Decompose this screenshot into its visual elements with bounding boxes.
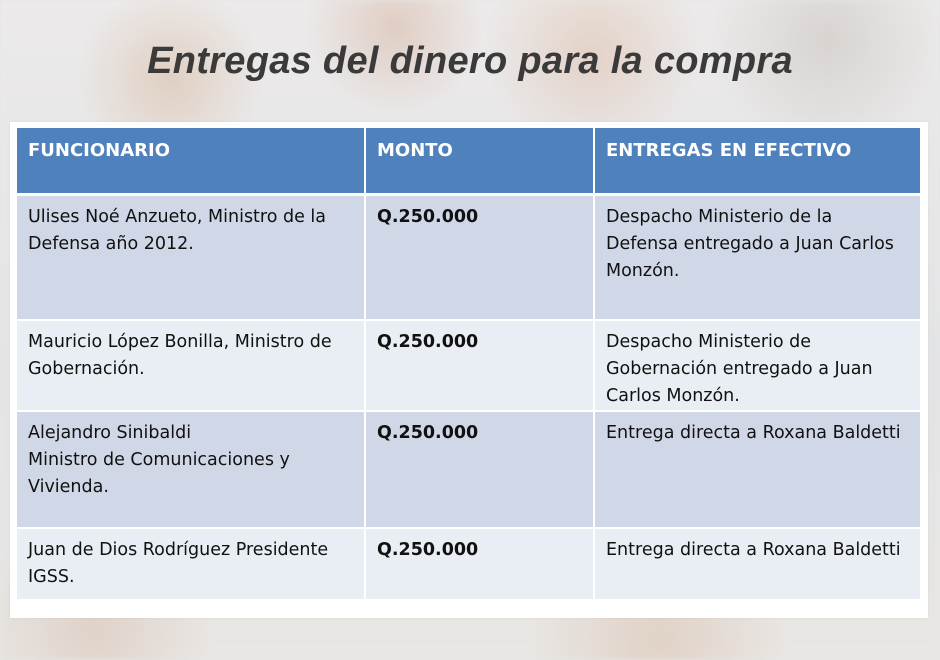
table-row: Alejandro Sinibaldi Ministro de Comunica… [17, 411, 920, 529]
cell-funcionario: Alejandro Sinibaldi Ministro de Comunica… [17, 411, 366, 529]
table-panel: FUNCIONARIO MONTO ENTREGAS EN EFECTIVO U… [10, 122, 928, 618]
header-monto: MONTO [365, 128, 595, 196]
cell-funcionario: Mauricio López Bonilla, Ministro de Gobe… [17, 320, 366, 412]
table-header-row: FUNCIONARIO MONTO ENTREGAS EN EFECTIVO [17, 128, 920, 196]
cell-entregas: Entrega directa a Roxana Baldetti [594, 411, 920, 529]
cell-monto: Q.250.000 [365, 528, 595, 601]
table-row: Juan de Dios Rodríguez Presidente IGSS. … [17, 528, 920, 601]
cell-monto: Q.250.000 [365, 320, 595, 412]
cell-monto: Q.250.000 [365, 194, 595, 321]
cell-monto: Q.250.000 [365, 411, 595, 529]
cell-entregas: Entrega directa a Roxana Baldetti [594, 528, 920, 601]
table-row: Mauricio López Bonilla, Ministro de Gobe… [17, 320, 920, 412]
funcionario-name: Alejandro Sinibaldi [28, 423, 192, 443]
funcionario-role: Ministro de Comunicaciones y Vivienda. [28, 450, 290, 497]
header-entregas: ENTREGAS EN EFECTIVO [594, 128, 920, 196]
table-row: Ulises Noé Anzueto, Ministro de la Defen… [17, 194, 920, 321]
slide-title: Entregas del dinero para la compra [147, 40, 793, 82]
cell-entregas: Despacho Ministerio de la Defensa entreg… [594, 194, 920, 321]
cell-funcionario: Ulises Noé Anzueto, Ministro de la Defen… [17, 194, 366, 321]
payments-table: FUNCIONARIO MONTO ENTREGAS EN EFECTIVO U… [17, 128, 920, 601]
cell-funcionario: Juan de Dios Rodríguez Presidente IGSS. [17, 528, 366, 601]
header-funcionario: FUNCIONARIO [17, 128, 366, 196]
cell-entregas: Despacho Ministerio de Gobernación entre… [594, 320, 920, 412]
